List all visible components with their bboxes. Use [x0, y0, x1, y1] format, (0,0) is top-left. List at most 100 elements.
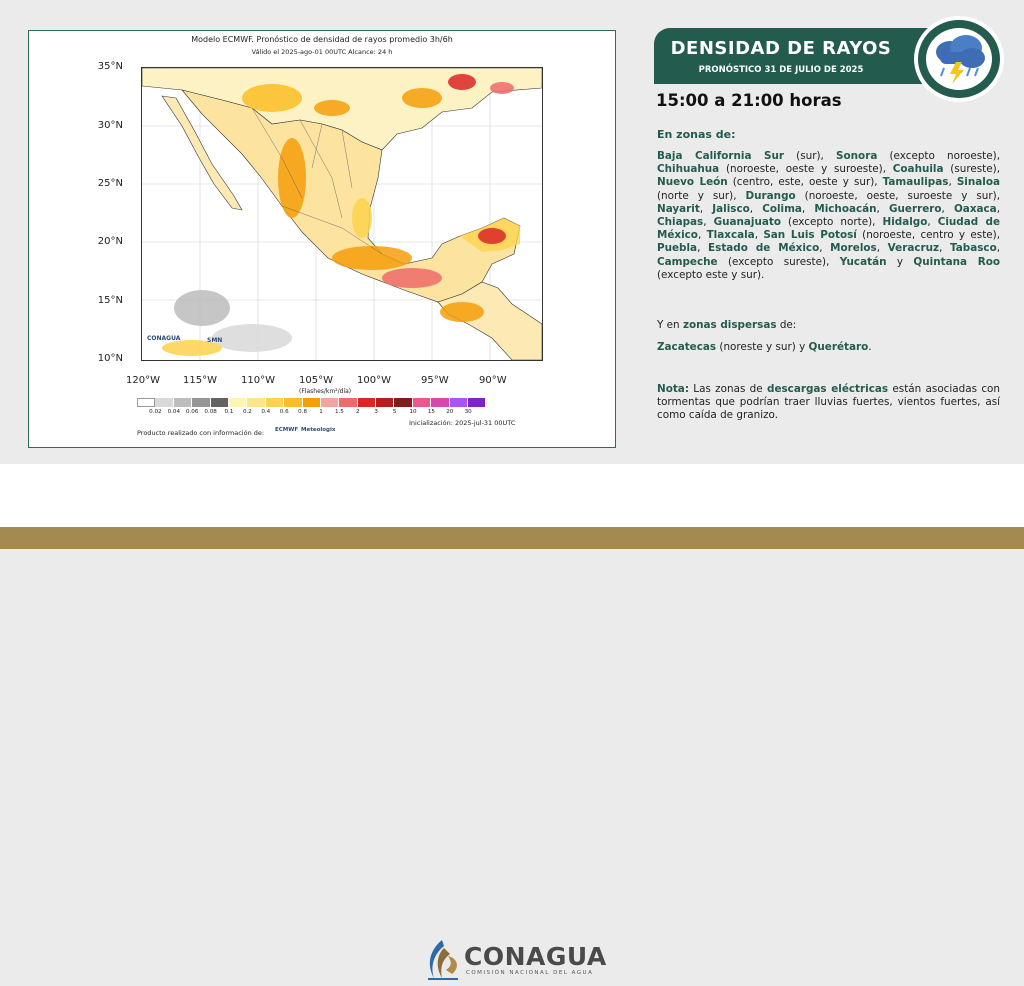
state-detail: (excepto norte), — [781, 216, 883, 229]
colorbar-swatch — [376, 398, 395, 407]
banner-title: DENSIDAD DE RAYOS — [670, 38, 892, 59]
colorbar-swatch — [137, 398, 156, 407]
state-name: Michoacán — [814, 202, 877, 215]
state-detail: . — [868, 341, 872, 353]
note-label: Nota: — [657, 383, 689, 395]
state-name: Coahuila — [892, 163, 944, 176]
header-banner: DENSIDAD DE RAYOS PRONÓSTICO 31 DE JULIO… — [654, 28, 934, 84]
state-detail: , — [876, 202, 889, 215]
conagua-emblem-icon — [424, 938, 462, 986]
colorbar-tick: 5 — [392, 409, 397, 415]
state-detail: , — [941, 202, 954, 215]
colorbar-tick: 0.1 — [224, 409, 234, 415]
colorbar-swatch — [412, 398, 432, 407]
dispersas-end: de: — [776, 319, 797, 331]
state-detail: (noroeste, oeste, suroeste y sur), — [795, 189, 1001, 202]
state-name: Zacatecas — [657, 341, 717, 353]
colorbar-swatch — [228, 398, 248, 407]
state-name: Tamaulipas — [882, 176, 949, 189]
colorbar-swatch — [394, 398, 413, 407]
note-bold: descargas eléctricas — [767, 383, 889, 395]
storm-cloud-icon — [926, 28, 992, 90]
lon-label: 95°W — [421, 375, 449, 386]
state-detail: (sureste), — [943, 163, 1001, 176]
state-name: Jalisco — [712, 202, 750, 215]
state-detail: , — [939, 242, 951, 255]
state-name: Yucatán — [839, 255, 887, 268]
state-name: Quintana Roo — [913, 255, 1000, 268]
lat-label: 10°N — [97, 353, 123, 364]
state-detail: , — [703, 216, 714, 229]
state-detail: , — [927, 216, 938, 229]
colorbar-swatch — [357, 398, 377, 407]
colorbar-swatch — [210, 398, 229, 407]
dispersas-bold: zonas dispersas — [682, 319, 777, 331]
colorbar-swatch — [449, 398, 469, 407]
colorbar — [137, 398, 487, 407]
state-detail: , — [996, 242, 1001, 255]
map-graphic — [142, 68, 542, 360]
state-name: Nuevo León — [657, 176, 728, 189]
state-detail: (excepto sureste), — [717, 255, 840, 268]
time-range: 15:00 a 21:00 horas — [656, 91, 842, 110]
lon-label: 115°W — [183, 375, 217, 386]
lon-label: 90°W — [479, 375, 507, 386]
colorbar-tick: 0.04 — [167, 409, 181, 415]
map-smn-logo: SMN — [207, 337, 223, 344]
state-name: Querétaro — [808, 341, 869, 353]
state-name: Sonora — [836, 150, 878, 162]
lightning-density-map — [141, 67, 543, 361]
note-text: están asociadas con tormentas que podría… — [657, 383, 1000, 422]
colorbar-swatch — [284, 398, 303, 407]
lon-label: 105°W — [299, 375, 333, 386]
colorbar-swatch — [339, 398, 358, 407]
state-detail: , — [948, 176, 957, 189]
note: Nota: Las zonas de descargas eléctricas … — [657, 383, 1000, 423]
state-detail: (norte y sur), — [657, 189, 746, 202]
state-detail: y — [886, 255, 914, 268]
colorbar-tick: 1.5 — [334, 409, 344, 415]
colorbar-tick: 0.4 — [261, 409, 271, 415]
colorbar-tick: 0.2 — [242, 409, 252, 415]
colorbar-tick: 0.06 — [185, 409, 199, 415]
footer: CONAGUA COMISIÓN NACIONAL DEL AGUA — [0, 464, 1024, 980]
state-name: Chiapas — [657, 216, 704, 229]
colorbar-swatch — [468, 398, 487, 407]
state-name: Baja California Sur — [657, 150, 784, 162]
state-name: Sinaloa — [956, 176, 1000, 189]
state-detail: , — [876, 242, 888, 255]
footer-subtitle: COMISIÓN NACIONAL DEL AGUA — [466, 970, 594, 976]
colorbar-ticks: 0.02 0.04 0.06 0.08 0.1 0.2 0.4 0.6 0.8 1 1.5 2 3 5 10… — [137, 409, 557, 417]
colorbar-tick: 15 — [427, 409, 435, 415]
dispersas-heading: Y en zonas dispersas de: — [657, 319, 796, 331]
zones-list: Baja California Sur (sur), Sonora (excep… — [657, 150, 1000, 282]
zones-heading: En zonas de: — [657, 128, 736, 141]
colorbar-tick: 30 — [464, 409, 472, 415]
state-detail: (sur), — [784, 150, 837, 162]
colorbar-swatch — [192, 398, 211, 407]
note-text: Las zonas de — [688, 383, 767, 395]
state-name: Estado de México — [708, 242, 820, 255]
lon-label: 120°W — [126, 375, 160, 386]
lat-label: 20°N — [97, 236, 123, 247]
colorbar-swatch — [431, 398, 450, 407]
map-title: Modelo ECMWF. Pronóstico de densidad de … — [191, 35, 453, 44]
state-detail: (excepto noroeste), — [877, 150, 1000, 162]
state-name: Morelos — [830, 242, 877, 255]
ecmwf-logo: ECMWF — [275, 427, 299, 433]
state-name: Tlaxcala — [706, 229, 755, 242]
state-detail: , — [749, 202, 763, 215]
state-detail: (centro, este, oeste y sur), — [727, 176, 883, 189]
storm-badge — [914, 16, 1004, 102]
lon-label: 100°W — [357, 375, 391, 386]
state-detail: , — [754, 229, 764, 242]
map-credit: Producto realizado con información de: — [137, 429, 265, 437]
colorbar-tick: 0.6 — [279, 409, 289, 415]
state-detail: (excepto este y sur). — [657, 268, 765, 281]
footer-bar — [0, 527, 1024, 549]
map-subtitle: Válido el 2025-ago-01 00UTC Alcance: 24 … — [251, 48, 393, 56]
state-detail: , — [697, 229, 707, 242]
forecast-map-panel: Modelo ECMWF. Pronóstico de densidad de … — [28, 30, 616, 448]
state-detail: (noroeste, oeste y suroeste), — [719, 163, 893, 176]
lat-label: 30°N — [97, 120, 123, 131]
